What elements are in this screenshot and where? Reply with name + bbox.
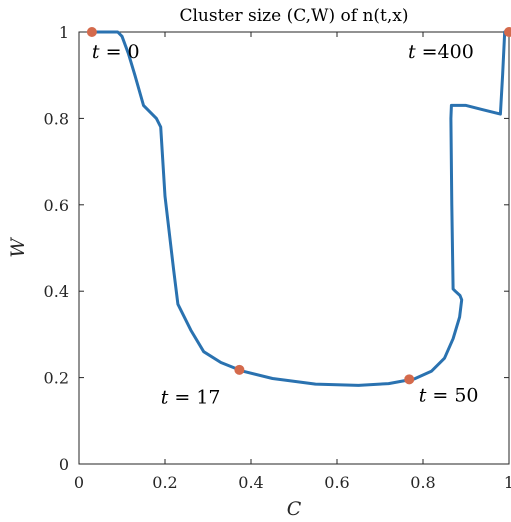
markers xyxy=(86,27,511,385)
series xyxy=(90,30,511,387)
ticks: 0 0.2 0.4 0.6 0.8 1 0 0.2 0.4 0.6 0.8 1 xyxy=(44,23,511,492)
x-tick-label: 0.6 xyxy=(324,473,349,492)
time-annotation: t = 0 xyxy=(92,41,140,63)
time-marker xyxy=(404,374,415,385)
y-tick-label: 0.4 xyxy=(44,282,69,301)
x-tick-label: 0.8 xyxy=(410,473,435,492)
x-tick-label: 0.4 xyxy=(238,473,263,492)
time-marker xyxy=(86,27,97,37)
x-tick-label: 0 xyxy=(74,473,84,492)
y-axis-label: W xyxy=(7,237,29,258)
time-annotation: t =400 xyxy=(408,41,474,63)
time-marker xyxy=(504,27,511,37)
time-annotation: t = 50 xyxy=(419,384,479,406)
x-tick-label: 0.2 xyxy=(152,473,177,492)
y-tick-label: 1 xyxy=(59,23,69,42)
plot-frame xyxy=(78,31,510,465)
x-tick-label: 1 xyxy=(504,473,511,492)
y-tick-label: 0.2 xyxy=(44,369,69,388)
series-line xyxy=(90,30,511,387)
annotations: t = 0 t = 17 t = 50 t =400 xyxy=(92,41,479,409)
chart-title: Cluster size (C,W) of n(t,x) xyxy=(179,6,408,26)
y-tick-label: 0 xyxy=(59,455,69,474)
axes xyxy=(78,31,510,465)
time-annotation: t = 17 xyxy=(161,387,221,409)
y-tick-label: 0.6 xyxy=(44,196,69,215)
time-marker xyxy=(234,364,245,375)
x-axis-label: C xyxy=(287,498,302,520)
y-tick-label: 0.8 xyxy=(44,109,69,128)
